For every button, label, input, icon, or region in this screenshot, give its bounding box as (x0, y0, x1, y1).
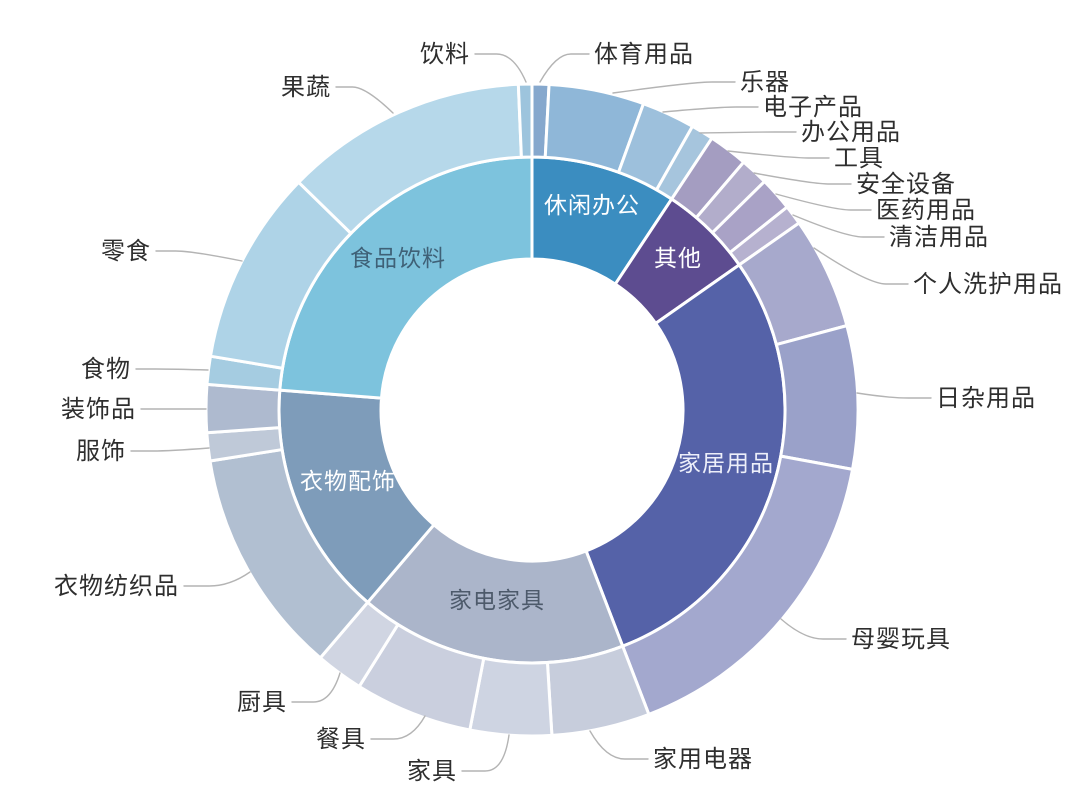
leader-line-daily-sundries (856, 392, 932, 399)
leader-line-tableware (370, 715, 426, 740)
inner-slice-label-appliances-furniture: 家电家具 (449, 587, 545, 613)
leader-line-home-appliances (589, 730, 649, 760)
outer-slice-label-fruits-vegetables: 果蔬 (281, 74, 331, 101)
outer-slice-label-tableware: 餐具 (316, 726, 366, 753)
inner-slice-label-leisure-office: 休闲办公 (544, 192, 640, 218)
outer-slice-label-electronics: 电子产品 (763, 94, 863, 121)
outer-slice-label-decorations: 装饰品 (61, 396, 136, 423)
inner-slice-label-other: 其他 (654, 245, 702, 271)
outer-slice-label-food: 食物 (81, 356, 131, 383)
leader-line-office-supplies (699, 131, 797, 134)
leader-line-tools (727, 150, 830, 159)
leader-line-electronics (662, 106, 759, 113)
sunburst-outer-slice-decorations[interactable] (204, 382, 282, 435)
outer-slice-label-office-supplies: 办公用品 (801, 119, 901, 146)
leader-line-baby-toys (780, 618, 847, 640)
outer-slice-label-beverages: 饮料 (420, 41, 470, 68)
leader-line-fruits-vegetables (335, 86, 394, 114)
leader-line-kitchenware (291, 672, 341, 703)
leader-line-instruments (612, 81, 736, 94)
leader-line-personal-care (813, 247, 909, 285)
sunburst-outer-slice-beverages[interactable] (516, 82, 534, 159)
sunburst-outer-slice-daily-sundries[interactable] (774, 324, 860, 471)
leader-line-food (135, 368, 209, 371)
outer-slice-label-home-appliances: 家用电器 (653, 746, 753, 773)
inner-slice-label-home-goods: 家居用品 (678, 450, 774, 476)
outer-slice-label-tools: 工具 (834, 145, 884, 172)
leader-line-medical-supplies (775, 193, 872, 211)
inner-slice-label-clothing-accessories: 衣物配饰 (300, 468, 396, 494)
outer-slice-label-cleaning-supplies: 清洁用品 (889, 224, 989, 251)
outer-slice-label-safety-equipment: 安全设备 (856, 171, 956, 198)
leader-line-safety-equipment (753, 172, 852, 185)
outer-slice-label-baby-toys: 母婴玩具 (851, 626, 951, 653)
outer-slice-label-personal-care: 个人洗护用品 (913, 271, 1063, 298)
outer-slice-label-instruments: 乐器 (740, 69, 790, 96)
leader-line-textiles (183, 571, 251, 587)
outer-slice-label-daily-sundries: 日杂用品 (936, 385, 1036, 412)
leader-line-furniture (461, 734, 510, 772)
outer-slice-label-apparel: 服饰 (76, 438, 126, 465)
outer-slice-label-sports-goods: 体育用品 (594, 41, 694, 68)
outer-slice-label-medical-supplies: 医药用品 (876, 197, 976, 224)
leader-line-cleaning-supplies (792, 214, 885, 238)
inner-slice-label-food-beverage: 食品饮料 (350, 245, 446, 271)
outer-slice-label-furniture: 家具 (407, 758, 457, 785)
leader-line-sports-goods (539, 53, 590, 83)
outer-slice-label-kitchenware: 厨具 (237, 689, 287, 716)
leader-line-beverages (474, 53, 527, 83)
outer-slice-label-textiles: 衣物纺织品 (54, 573, 179, 600)
outer-slice-label-snacks: 零食 (101, 238, 151, 265)
leader-line-apparel (130, 447, 210, 452)
leader-line-snacks (155, 250, 243, 262)
